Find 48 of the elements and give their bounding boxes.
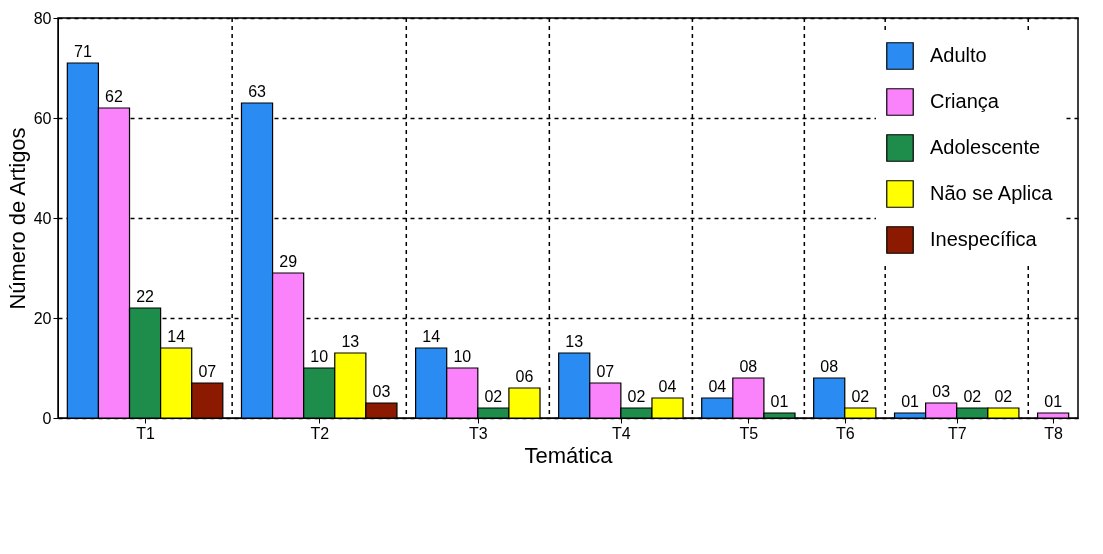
legend-label: Criança <box>930 90 1000 112</box>
legend-label: Adulto <box>930 44 987 66</box>
x-tick-label: T7 <box>947 424 967 442</box>
data-label: 02 <box>994 388 1013 405</box>
data-label: 04 <box>708 378 727 395</box>
x-tick-label: T2 <box>310 424 330 442</box>
y-tick-label: 40 <box>33 209 52 227</box>
data-label: 01 <box>1044 393 1063 410</box>
data-label: 02 <box>627 388 646 405</box>
data-label: 03 <box>372 383 391 400</box>
data-label: 01 <box>770 393 789 410</box>
y-tick-label: 0 <box>42 409 52 427</box>
x-tick-label: T1 <box>136 424 156 442</box>
y-axis-title: Número de Artigos <box>4 127 30 310</box>
data-label: 07 <box>596 363 615 380</box>
data-label: 06 <box>515 368 534 385</box>
data-label: 04 <box>658 378 677 395</box>
data-label: 07 <box>198 363 217 380</box>
data-label: 03 <box>932 383 951 400</box>
x-tick-label: T6 <box>835 424 855 442</box>
x-axis-title: Temática <box>524 442 614 468</box>
y-tick-label: 20 <box>33 309 52 327</box>
data-label: 14 <box>167 328 186 345</box>
data-label: 71 <box>73 43 92 60</box>
data-label: 01 <box>901 393 920 410</box>
data-label: 22 <box>136 288 155 305</box>
data-label: 13 <box>565 333 584 350</box>
data-label: 63 <box>248 83 267 100</box>
data-label: 14 <box>422 328 441 345</box>
data-label: 29 <box>279 253 298 270</box>
data-label: 10 <box>310 348 329 365</box>
data-label: 13 <box>341 333 360 350</box>
data-label: 08 <box>820 358 839 375</box>
legend-label: Não se Aplica <box>930 182 1054 204</box>
data-label: 02 <box>963 388 982 405</box>
y-tick-label: 80 <box>33 9 52 27</box>
x-tick-label: T4 <box>612 424 631 442</box>
x-tick-label: T5 <box>739 424 759 442</box>
data-label: 02 <box>851 388 870 405</box>
data-label: 02 <box>484 388 503 405</box>
legend-label: Inespecífica <box>930 228 1038 250</box>
data-label: 10 <box>453 348 472 365</box>
x-tick-label: T8 <box>1044 424 1064 442</box>
legend-label: Adolescente <box>930 136 1041 158</box>
data-label: 62 <box>105 88 123 105</box>
x-tick-label: T3 <box>468 424 488 442</box>
y-tick-label: 60 <box>33 109 52 127</box>
data-label: 08 <box>739 358 758 375</box>
